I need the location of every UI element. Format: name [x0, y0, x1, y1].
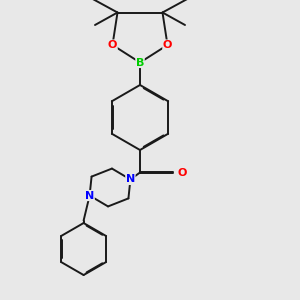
- Text: N: N: [85, 190, 94, 200]
- Text: O: O: [163, 40, 172, 50]
- Text: O: O: [108, 40, 117, 50]
- Text: N: N: [126, 175, 135, 184]
- Text: O: O: [178, 167, 187, 178]
- Text: B: B: [136, 58, 144, 68]
